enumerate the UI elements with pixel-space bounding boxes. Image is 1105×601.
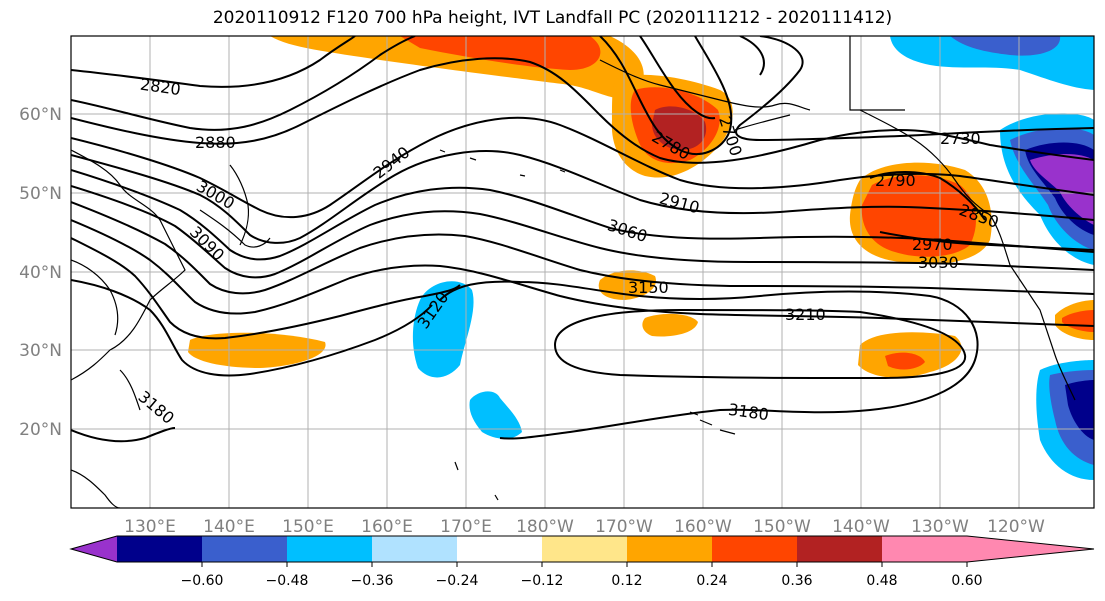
colorbar-tick-label: 0.36 — [781, 573, 812, 589]
lon-label: 180°W — [516, 517, 574, 537]
colorbar-tick-label: 0.48 — [866, 573, 897, 589]
lon-label: 160°E — [361, 517, 413, 537]
colorbar: −0.60 −0.48 −0.36 −0.24 −0.12 0.12 0.24 … — [69, 535, 1095, 589]
lon-label: 170°E — [440, 517, 492, 537]
colorbar-segment — [712, 536, 798, 562]
contour-label: 3150 — [628, 278, 669, 297]
colorbar-outline — [69, 535, 1095, 563]
contour-label: 3030 — [918, 253, 959, 272]
contour-label: 3210 — [785, 305, 826, 324]
map-area: 2820 2880 2940 3000 3090 3120 2730 2790 … — [71, 36, 1094, 508]
gridlines — [71, 36, 1094, 508]
colorbar-segment — [627, 536, 713, 562]
colorbar-tick-label: −0.60 — [181, 573, 224, 589]
colorbar-segment — [457, 536, 543, 562]
lat-label: 20°N — [19, 420, 62, 440]
contour-label: 3060 — [605, 215, 650, 246]
colorbar-extend-max — [967, 536, 1094, 562]
map-title: 2020110912 F120 700 hPa height, IVT Land… — [212, 8, 893, 28]
lon-label: 140°E — [203, 517, 255, 537]
colorbar-segment — [117, 536, 203, 562]
colorbar-segment — [882, 536, 968, 562]
contour-label: 2790 — [875, 171, 916, 190]
longitude-labels: 130°E 140°E 150°E 160°E 170°E 180°W 170°… — [124, 517, 1045, 537]
contour-label: 2730 — [940, 129, 981, 148]
contour-label: 3000 — [193, 176, 238, 213]
contour-label: 3180 — [135, 387, 178, 428]
lat-label: 60°N — [19, 105, 62, 125]
contour-label: 2880 — [195, 133, 236, 152]
colorbar-segment — [287, 536, 373, 562]
lon-label: 160°W — [674, 517, 732, 537]
ivt-shading — [188, 36, 1094, 480]
contour-label: 3180 — [727, 400, 770, 424]
lon-label: 150°E — [282, 517, 334, 537]
contour-label: 2970 — [912, 235, 953, 254]
colorbar-tick-label: −0.48 — [266, 573, 309, 589]
lon-label: 170°W — [595, 517, 653, 537]
lon-label: 120°W — [987, 517, 1045, 537]
map-border — [70, 35, 1095, 509]
colorbar-tick-label: 0.12 — [611, 573, 642, 589]
lon-label: 130°W — [911, 517, 969, 537]
colorbar-tick-label: 0.24 — [696, 573, 727, 589]
colorbar-tick-label: −0.36 — [351, 573, 394, 589]
contour-label: 2820 — [139, 75, 182, 99]
lat-label: 30°N — [19, 341, 62, 361]
lat-label: 40°N — [19, 263, 62, 283]
lon-label: 140°W — [832, 517, 890, 537]
contour-label: 3090 — [186, 222, 228, 264]
height-contours — [71, 36, 1094, 443]
colorbar-segment — [372, 536, 458, 562]
colorbar-segment — [202, 536, 288, 562]
lon-label: 150°W — [753, 517, 811, 537]
lon-label: 130°E — [124, 517, 176, 537]
lat-label: 50°N — [19, 184, 62, 204]
colorbar-extend-min — [71, 536, 117, 562]
colorbar-segment — [797, 536, 883, 562]
colorbar-tick-label: −0.24 — [436, 573, 479, 589]
latitude-labels: 60°N 50°N 40°N 30°N 20°N — [19, 105, 62, 440]
colorbar-tick-label: −0.12 — [521, 573, 564, 589]
colorbar-segment — [542, 536, 628, 562]
colorbar-tick-label: 0.60 — [951, 573, 982, 589]
